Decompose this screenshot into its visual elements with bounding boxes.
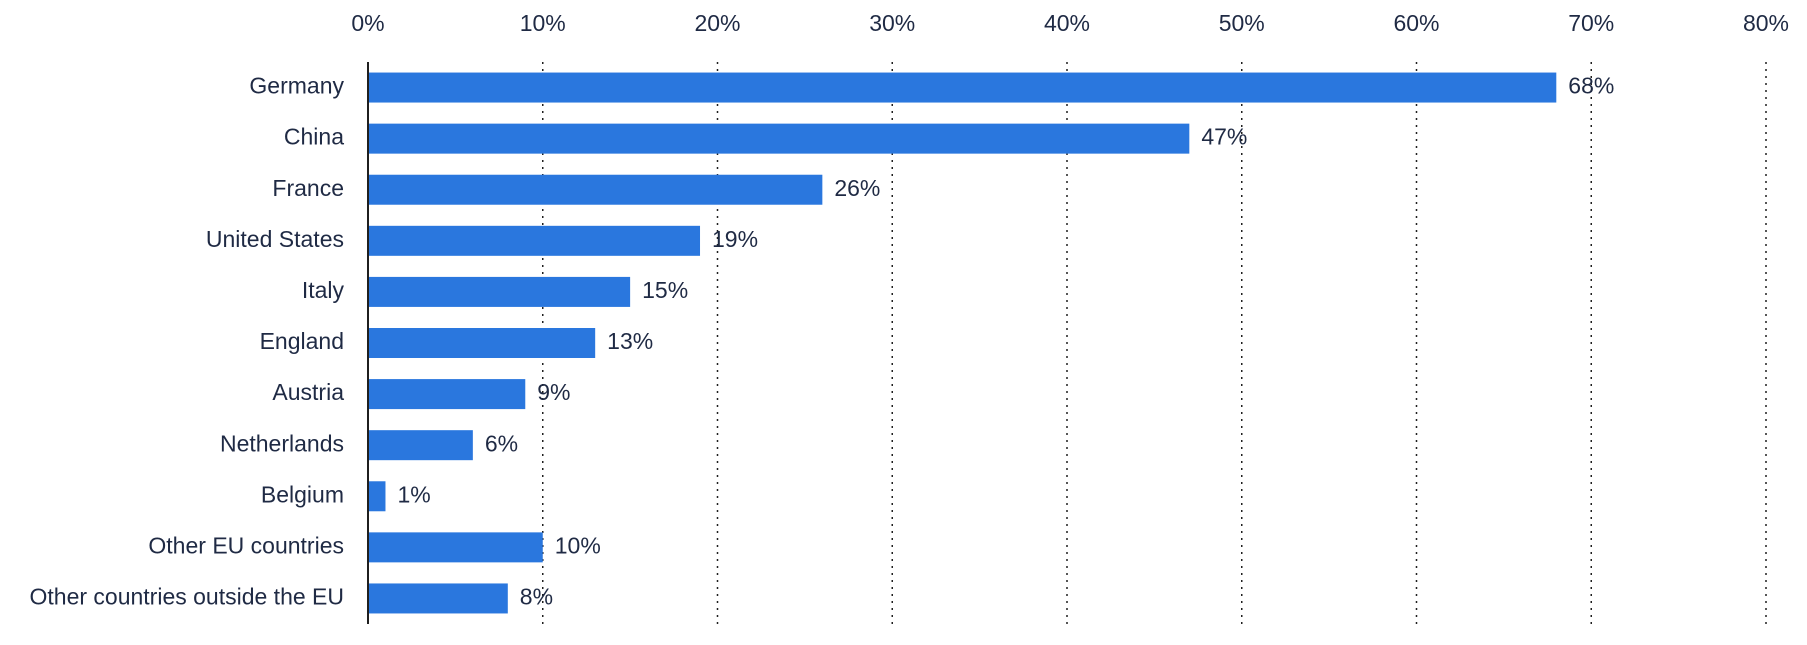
x-tick-label: 0% (351, 10, 384, 36)
category-label: Austria (272, 379, 344, 405)
x-tick-label: 40% (1044, 10, 1090, 36)
value-label: 68% (1568, 73, 1614, 99)
category-label: England (260, 328, 344, 354)
bar (368, 174, 823, 205)
value-label: 10% (555, 532, 601, 558)
value-label: 26% (834, 175, 880, 201)
value-label: 1% (397, 481, 430, 507)
category-label: Other countries outside the EU (30, 584, 345, 610)
bar (368, 481, 386, 512)
category-labels: Germany China France United States Italy Engl… (30, 73, 345, 610)
x-tick-label: 70% (1568, 10, 1614, 36)
bar (368, 328, 596, 358)
bar (368, 430, 473, 461)
category-label: Other EU countries (148, 532, 344, 558)
category-label: Netherlands (220, 430, 344, 456)
bar (368, 532, 543, 563)
bar (368, 123, 1190, 154)
x-tick-label: 80% (1743, 10, 1789, 36)
bar (368, 225, 701, 256)
bar (368, 276, 631, 307)
bar (368, 379, 526, 410)
category-label: France (272, 175, 344, 201)
x-tick-label: 50% (1219, 10, 1265, 36)
x-tick-label: 10% (520, 10, 566, 36)
category-label: Germany (249, 73, 344, 99)
value-label: 19% (712, 226, 758, 252)
x-tick-label: 20% (694, 10, 740, 36)
category-label: China (284, 124, 344, 150)
x-axis-ticks: 0% 10% 20% 30% 40% 50% 60% 70% 80% (351, 10, 1789, 36)
value-label: 13% (607, 328, 653, 354)
value-label: 6% (485, 430, 518, 456)
bar (368, 72, 1557, 103)
bars (368, 72, 1557, 614)
x-tick-label: 60% (1393, 10, 1439, 36)
category-label: United States (206, 226, 344, 252)
value-label: 9% (537, 379, 570, 405)
x-tick-label: 30% (869, 10, 915, 36)
bar (368, 583, 508, 614)
value-labels: 68% 47% 26% 19% 15% 13% 9% 6% 1% 10%8% (397, 73, 1614, 610)
value-label: 8% (520, 584, 553, 610)
value-label: 47% (1201, 124, 1247, 150)
category-label: Italy (302, 277, 345, 303)
value-label: 15% (642, 277, 688, 303)
category-label: Belgium (261, 481, 344, 507)
